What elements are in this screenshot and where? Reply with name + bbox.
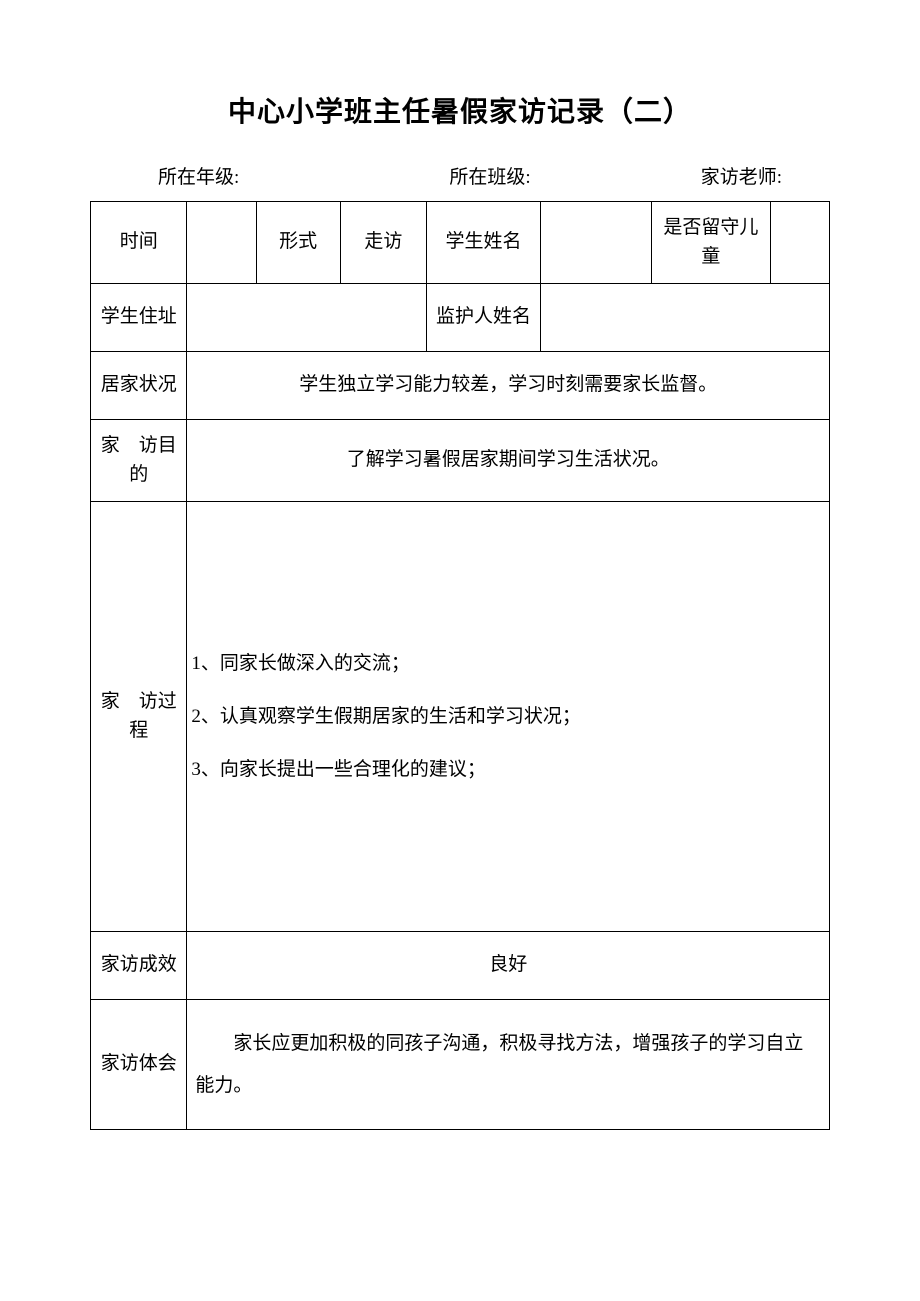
table-row: 居家状况 学生独立学习能力较差，学习时刻需要家长监督。 — [91, 352, 830, 420]
table-row: 家访体会 家长应更加积极的同孩子沟通，积极寻找方法，增强孩子的学习自立能力。 — [91, 1000, 830, 1130]
table-row: 家 访过程 1、同家长做深入的交流； 2、认真观察学生假期居家的生活和学习状况；… — [91, 502, 830, 932]
table-row: 学生住址 监护人姓名 — [91, 284, 830, 352]
guardian-label: 监护人姓名 — [427, 284, 541, 352]
class-label: 所在班级: — [353, 162, 588, 189]
home-status-value: 学生独立学习能力较差，学习时刻需要家长监督。 — [187, 352, 830, 420]
process-line: 1、同家长做深入的交流； — [191, 637, 825, 690]
process-line: 2、认真观察学生假期居家的生活和学习状况； — [191, 690, 825, 743]
time-value — [187, 202, 256, 284]
effect-label: 家访成效 — [91, 932, 187, 1000]
header-row: 所在年级: 所在班级: 家访老师: — [90, 162, 830, 189]
left-behind-label: 是否留守儿童 — [652, 202, 771, 284]
teacher-label: 家访老师: — [587, 162, 822, 189]
home-status-label: 居家状况 — [91, 352, 187, 420]
process-label: 家 访过程 — [91, 502, 187, 932]
table-row: 家访成效 良好 — [91, 932, 830, 1000]
grade-label: 所在年级: — [98, 162, 353, 189]
record-table: 时间 形式 走访 学生姓名 是否留守儿童 学生住址 监护人姓名 居家状况 学生独… — [90, 201, 830, 1130]
table-row: 家 访目的 了解学习暑假居家期间学习生活状况。 — [91, 420, 830, 502]
effect-value: 良好 — [187, 932, 830, 1000]
process-line: 3、向家长提出一些合理化的建议； — [191, 743, 825, 796]
address-value — [187, 284, 427, 352]
visit-mode-value: 走访 — [340, 202, 427, 284]
table-row: 时间 形式 走访 学生姓名 是否留守儿童 — [91, 202, 830, 284]
process-value: 1、同家长做深入的交流； 2、认真观察学生假期居家的生活和学习状况； 3、向家长… — [187, 502, 830, 932]
time-label: 时间 — [91, 202, 187, 284]
purpose-value: 了解学习暑假居家期间学习生活状况。 — [187, 420, 830, 502]
left-behind-value — [770, 202, 829, 284]
experience-label: 家访体会 — [91, 1000, 187, 1130]
purpose-label: 家 访目的 — [91, 420, 187, 502]
student-name-value — [540, 202, 651, 284]
guardian-value — [540, 284, 829, 352]
page-title: 中心小学班主任暑假家访记录（二） — [90, 90, 830, 130]
form-label: 形式 — [256, 202, 340, 284]
student-name-label: 学生姓名 — [427, 202, 541, 284]
address-label: 学生住址 — [91, 284, 187, 352]
experience-value: 家长应更加积极的同孩子沟通，积极寻找方法，增强孩子的学习自立能力。 — [187, 1000, 830, 1130]
